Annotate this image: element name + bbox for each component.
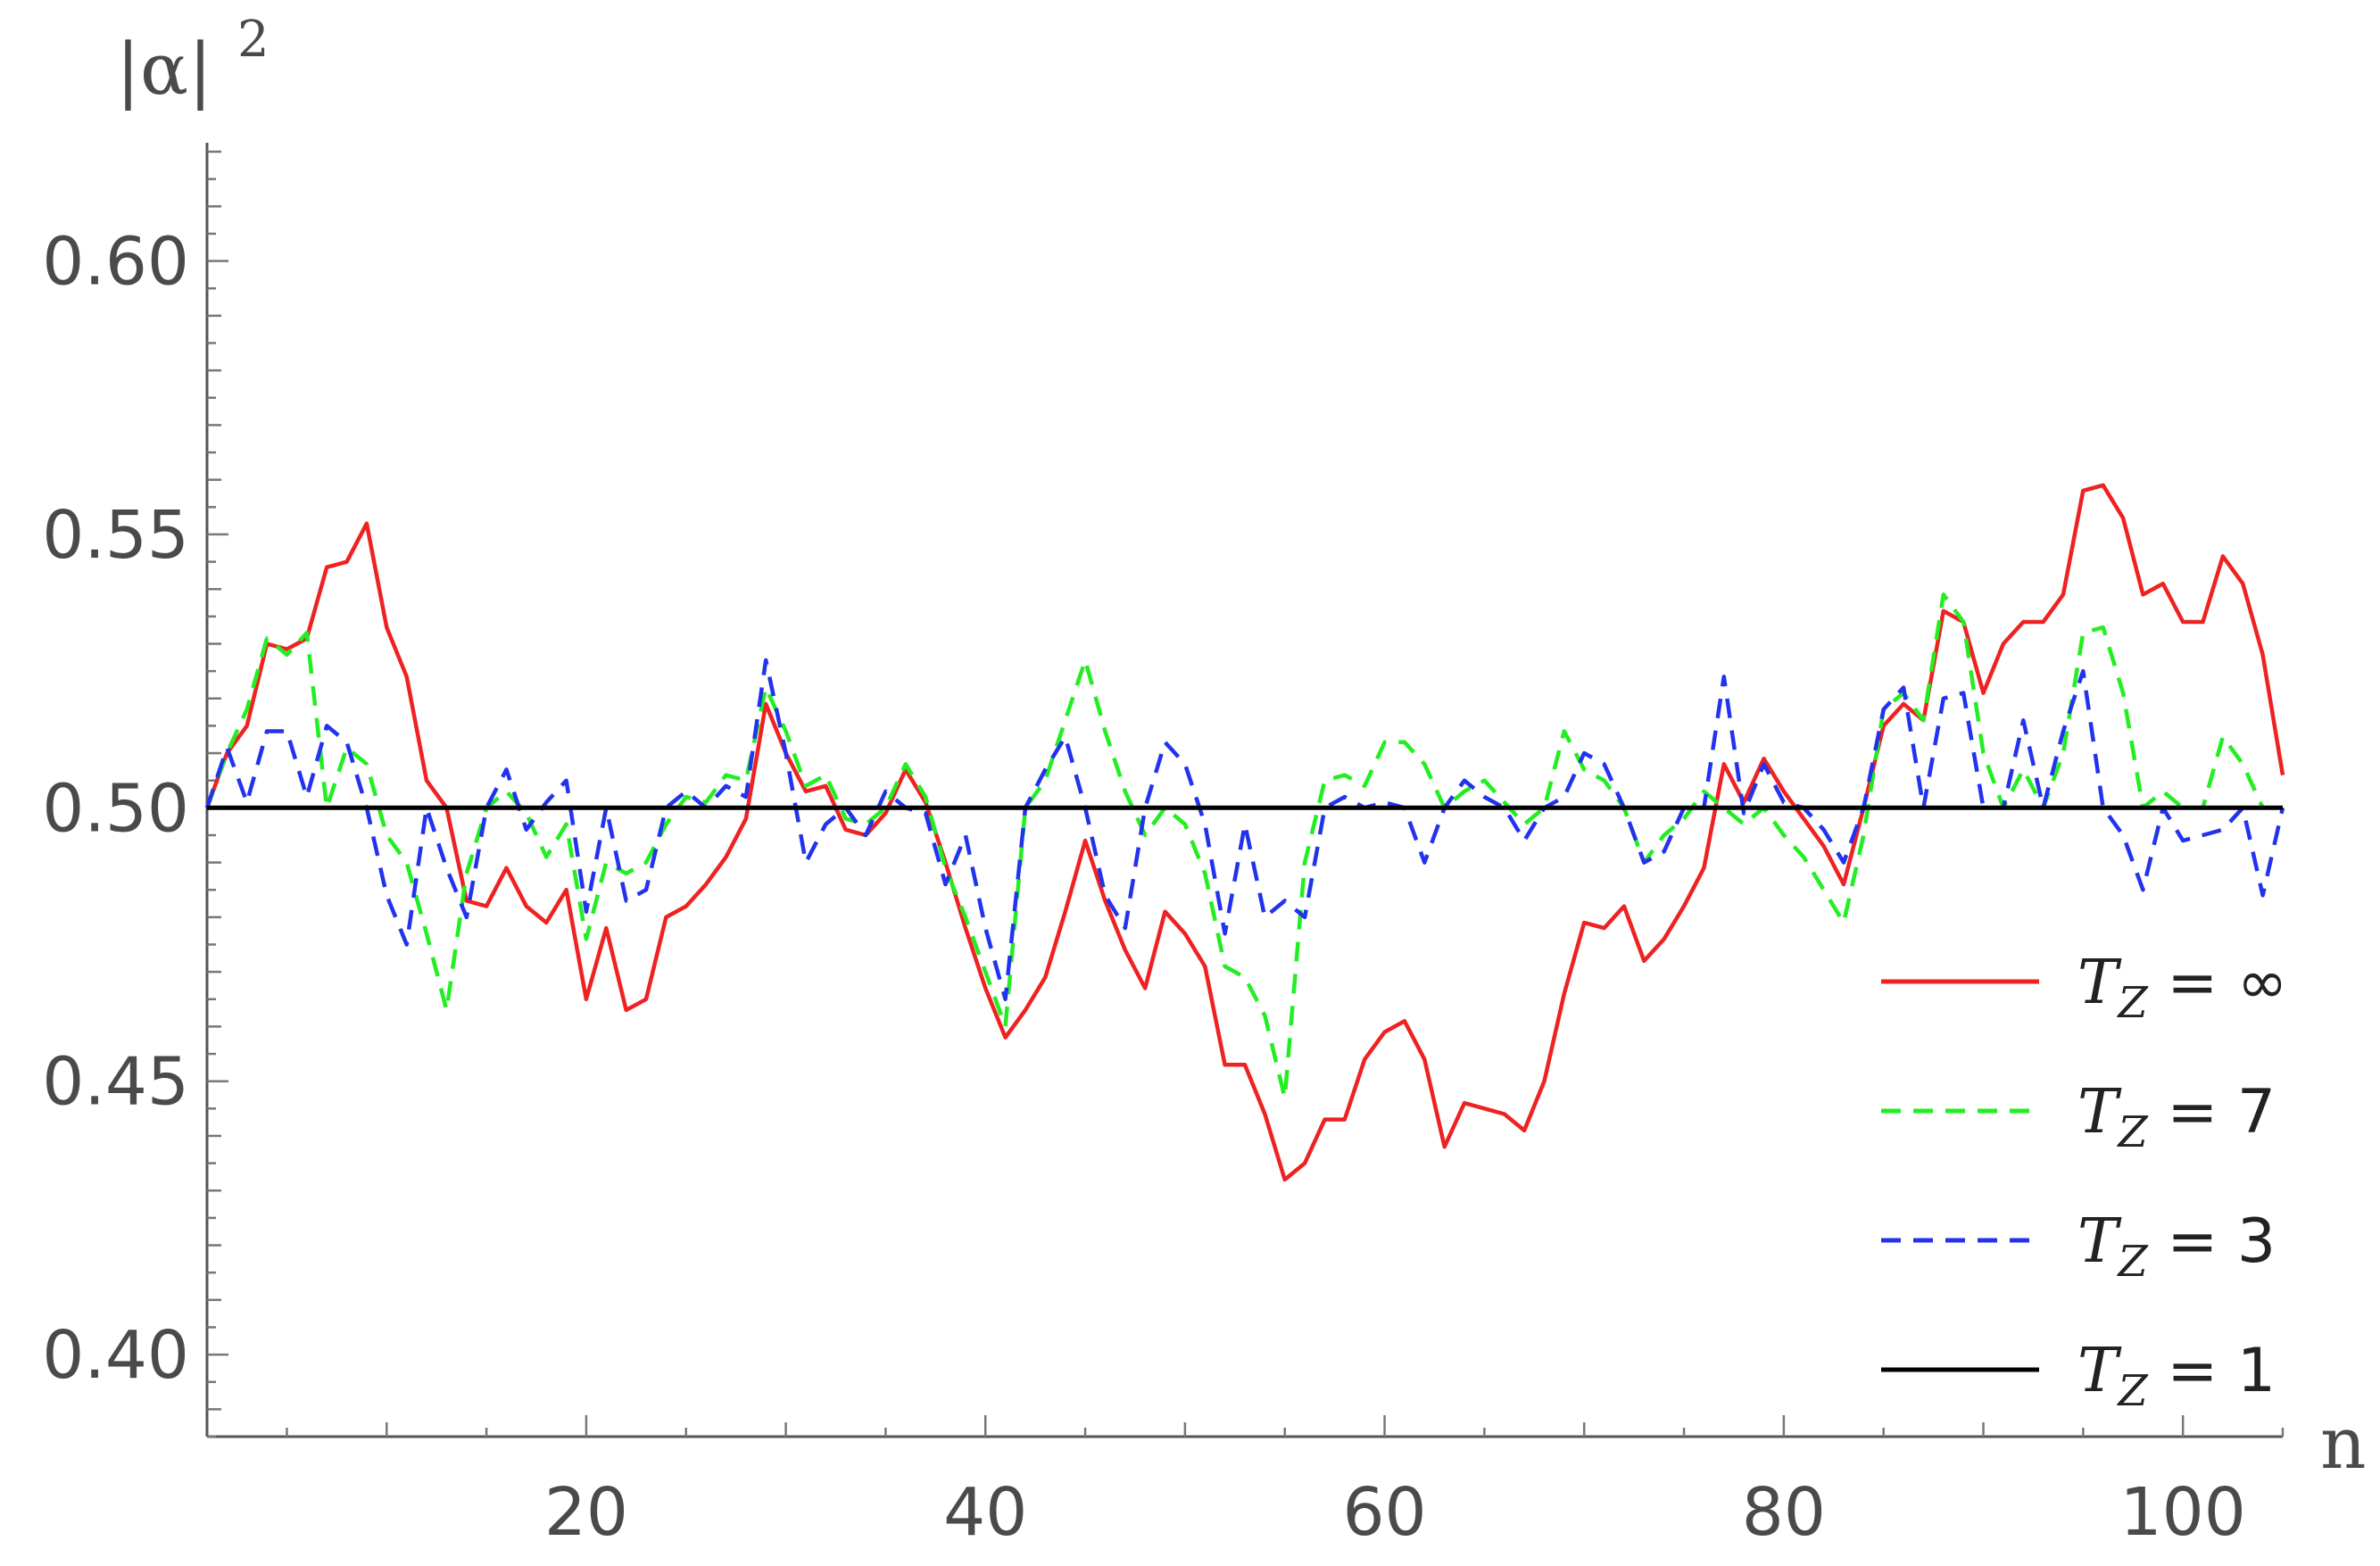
x-tick-label: 20 bbox=[544, 1474, 628, 1551]
axes: 20 40 60 80 100 0.40 0.45 0.50 0.55 0.60 bbox=[42, 143, 2285, 1551]
series-layer bbox=[204, 483, 2285, 1182]
legend: TZ = ∞ TZ = 7 TZ = 3 TZ = 1 bbox=[1881, 948, 2288, 1416]
y-tick-label: 0.55 bbox=[42, 497, 189, 574]
x-axis-label: n bbox=[2320, 1402, 2367, 1485]
y-tick-label: 0.60 bbox=[42, 224, 189, 301]
y-tick-label: 0.50 bbox=[42, 770, 189, 847]
x-tick-label: 60 bbox=[1342, 1474, 1426, 1551]
x-tick-label: 100 bbox=[2120, 1474, 2246, 1551]
series-line-0 bbox=[204, 483, 2285, 1182]
x-tick-label: 80 bbox=[1742, 1474, 1826, 1551]
legend-label-2: TZ = 3 bbox=[2077, 1206, 2276, 1287]
legend-label-1: TZ = 7 bbox=[2077, 1077, 2276, 1157]
x-tick-label: 40 bbox=[943, 1474, 1027, 1551]
y-axis-label-sup: 2 bbox=[237, 11, 270, 69]
axis-labels: |α| 2 n bbox=[116, 11, 2367, 1485]
series-line-1 bbox=[204, 592, 2283, 1100]
y-tick-label: 0.40 bbox=[42, 1317, 189, 1394]
legend-label-0: TZ = ∞ bbox=[2077, 948, 2288, 1028]
y-axis-label: |α| 2 bbox=[116, 11, 270, 111]
legend-label-3: TZ = 1 bbox=[2077, 1336, 2276, 1416]
y-tick-label: 0.45 bbox=[42, 1044, 189, 1121]
series-line-2 bbox=[204, 658, 2285, 1002]
y-axis-label-main: |α| bbox=[116, 28, 212, 111]
